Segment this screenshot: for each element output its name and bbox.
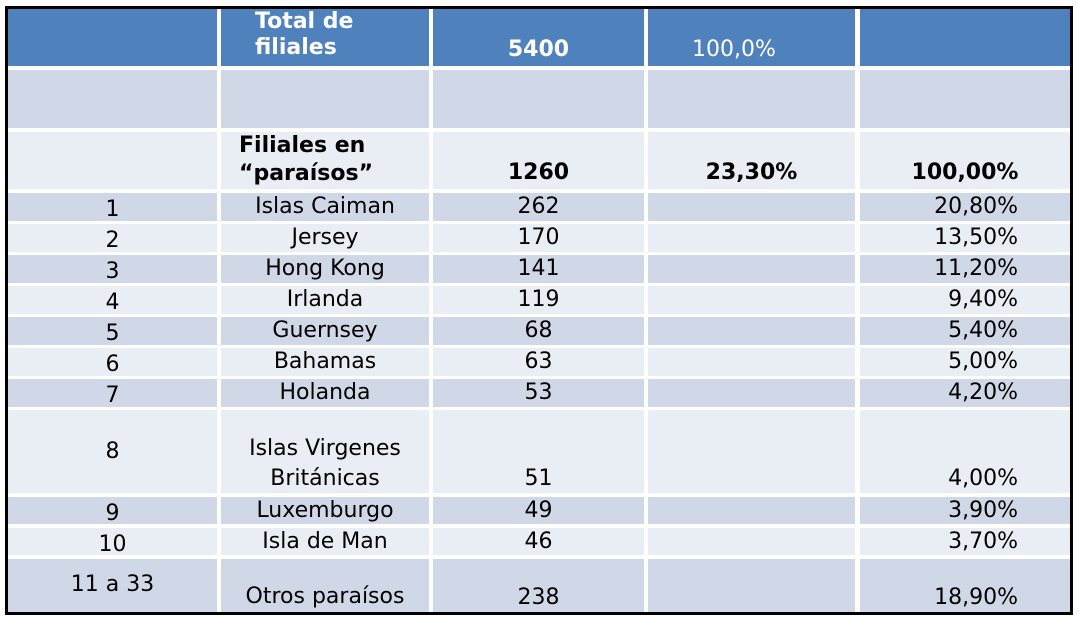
row-rank: 9 bbox=[8, 497, 217, 526]
row-blank-cell bbox=[648, 317, 855, 345]
row-blank-cell bbox=[648, 379, 855, 407]
row-count: 63 bbox=[433, 348, 644, 376]
row-share: 9,40% bbox=[860, 286, 1070, 314]
row-count: 49 bbox=[433, 497, 644, 524]
row-count: 170 bbox=[433, 224, 644, 252]
row-count: 238 bbox=[433, 559, 644, 612]
row-blank-cell bbox=[648, 224, 855, 252]
row-blank-cell bbox=[648, 348, 855, 376]
empty-row-cell bbox=[8, 70, 217, 128]
row-country-name: Jersey bbox=[221, 224, 429, 252]
summary-blank-cell bbox=[8, 132, 217, 189]
row-blank-cell bbox=[648, 528, 855, 555]
row-share: 4,20% bbox=[860, 379, 1070, 407]
header-blank-cell-right bbox=[860, 9, 1070, 66]
row-count: 68 bbox=[433, 317, 644, 345]
row-rank: 5 bbox=[8, 317, 217, 346]
row-country-name: Holanda bbox=[221, 379, 429, 407]
row-rank: 7 bbox=[8, 379, 217, 408]
row-rank: 11 a 33 bbox=[8, 559, 217, 612]
row-rank: 2 bbox=[8, 224, 217, 253]
row-blank-cell bbox=[648, 255, 855, 283]
summary-percent-of-total: 23,30% bbox=[648, 132, 855, 189]
row-share: 13,50% bbox=[860, 224, 1070, 252]
row-rank: 8 bbox=[8, 410, 217, 493]
row-blank-cell bbox=[648, 286, 855, 314]
row-share: 18,90% bbox=[860, 559, 1070, 612]
row-count: 141 bbox=[433, 255, 644, 283]
row-share: 4,00% bbox=[860, 410, 1070, 493]
row-blank-cell bbox=[648, 559, 855, 612]
row-share: 20,80% bbox=[860, 193, 1070, 221]
summary-label: Filiales en “paraísos” bbox=[221, 132, 429, 189]
header-blank-cell bbox=[8, 9, 217, 66]
header-label: Total de filiales bbox=[221, 9, 429, 66]
row-country-name: Islas Virgenes Británicas bbox=[221, 410, 429, 493]
row-count: 51 bbox=[433, 410, 644, 493]
row-share: 11,20% bbox=[860, 255, 1070, 283]
row-country-name: Irlanda bbox=[221, 286, 429, 314]
summary-percent-share: 100,00% bbox=[860, 132, 1070, 189]
row-rank: 10 bbox=[8, 528, 217, 557]
row-rank: 4 bbox=[8, 286, 217, 315]
row-country-name: Isla de Man bbox=[221, 528, 429, 555]
row-country-name: Guernsey bbox=[221, 317, 429, 345]
row-country-name: Hong Kong bbox=[221, 255, 429, 283]
row-share: 5,40% bbox=[860, 317, 1070, 345]
row-rank: 1 bbox=[8, 193, 217, 222]
row-share: 3,70% bbox=[860, 528, 1070, 555]
row-blank-cell bbox=[648, 497, 855, 524]
empty-row-cell bbox=[221, 70, 429, 128]
row-blank-cell bbox=[648, 410, 855, 493]
row-count: 262 bbox=[433, 193, 644, 221]
row-blank-cell bbox=[648, 193, 855, 221]
header-total: 5400 bbox=[433, 9, 644, 66]
row-country-name: Luxemburgo bbox=[221, 497, 429, 524]
row-country-name: Bahamas bbox=[221, 348, 429, 376]
empty-row-cell bbox=[860, 70, 1070, 128]
row-rank: 3 bbox=[8, 255, 217, 284]
row-count: 119 bbox=[433, 286, 644, 314]
empty-row-cell bbox=[433, 70, 644, 128]
header-percent: 100,0% bbox=[648, 9, 855, 66]
summary-total: 1260 bbox=[433, 132, 644, 189]
row-share: 3,90% bbox=[860, 497, 1070, 524]
row-rank: 6 bbox=[8, 348, 217, 377]
empty-row-cell bbox=[648, 70, 855, 128]
row-country-name: Otros paraísos bbox=[221, 559, 429, 612]
row-count: 53 bbox=[433, 379, 644, 407]
row-count: 46 bbox=[433, 528, 644, 555]
row-country-name: Islas Caiman bbox=[221, 193, 429, 221]
row-share: 5,00% bbox=[860, 348, 1070, 376]
